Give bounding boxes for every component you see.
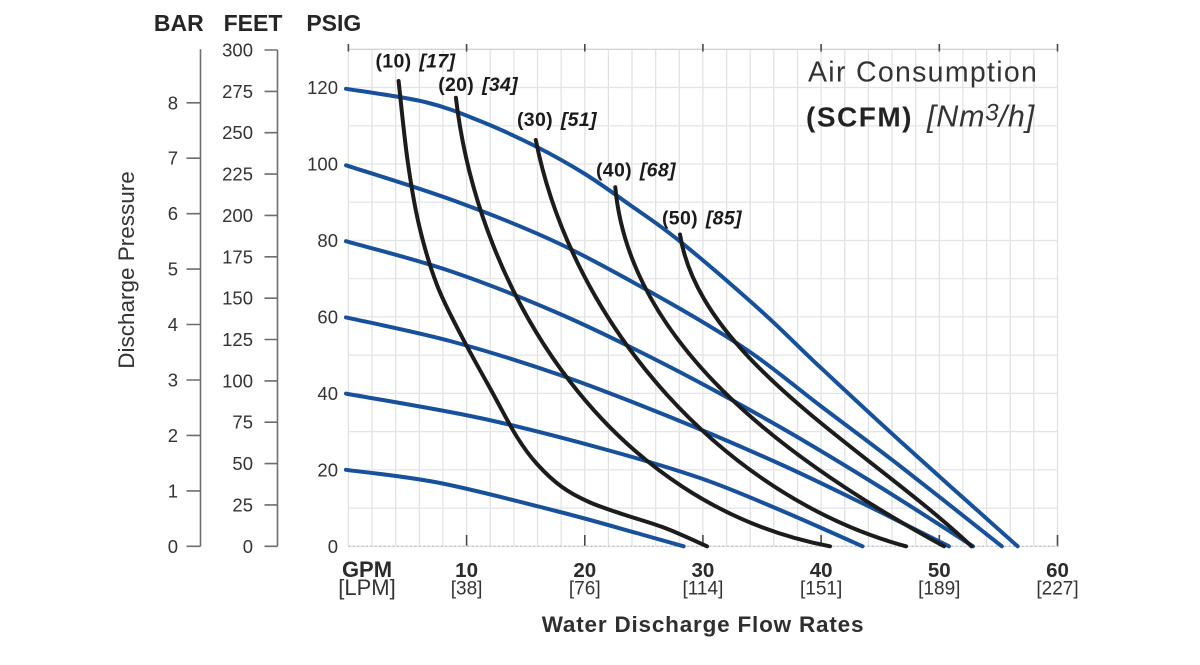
- svg-text:50: 50: [232, 453, 253, 474]
- svg-text:250: 250: [222, 122, 253, 143]
- svg-text:150: 150: [222, 288, 253, 309]
- svg-text:[76]: [76]: [569, 579, 601, 600]
- svg-text:0: 0: [168, 536, 178, 557]
- svg-text:0: 0: [328, 536, 338, 557]
- svg-text:2: 2: [168, 425, 178, 446]
- svg-text:100: 100: [307, 154, 338, 175]
- svg-text:[227]: [227]: [1036, 579, 1078, 600]
- svg-text:40: 40: [317, 383, 338, 404]
- svg-text:5: 5: [168, 259, 178, 280]
- svg-text:3: 3: [168, 369, 178, 390]
- svg-text:GPM: GPM: [342, 557, 392, 582]
- svg-text:275: 275: [222, 81, 253, 102]
- svg-text:30: 30: [692, 559, 715, 582]
- svg-text:40: 40: [810, 559, 833, 582]
- svg-text:0: 0: [243, 536, 253, 557]
- svg-text:FEET: FEET: [224, 10, 283, 36]
- svg-text:100: 100: [222, 370, 253, 391]
- svg-text:Discharge Pressure: Discharge Pressure: [114, 171, 139, 369]
- svg-text:80: 80: [317, 230, 338, 251]
- svg-text:[114]: [114]: [683, 579, 724, 600]
- svg-text:20: 20: [317, 459, 338, 480]
- svg-text:50: 50: [928, 559, 951, 582]
- svg-text:Water Discharge Flow Rates: Water Discharge Flow Rates: [542, 612, 865, 637]
- svg-text:60: 60: [1046, 559, 1069, 582]
- svg-text:[LPM]: [LPM]: [338, 575, 395, 600]
- svg-text:BAR: BAR: [154, 10, 204, 36]
- svg-text:125: 125: [222, 329, 253, 350]
- svg-text:60: 60: [317, 306, 338, 327]
- svg-text:[38]: [38]: [451, 579, 483, 600]
- svg-text:4: 4: [168, 314, 178, 335]
- svg-text:1: 1: [168, 480, 178, 501]
- svg-text:20: 20: [573, 559, 596, 582]
- svg-text:300: 300: [222, 40, 253, 61]
- svg-text:175: 175: [222, 246, 253, 267]
- svg-text:10: 10: [455, 559, 478, 582]
- svg-text:Air Consumption: Air Consumption: [808, 57, 1038, 89]
- svg-text:(SCFM)[Nm3/h]: (SCFM) [Nm3/h]: [806, 100, 1036, 134]
- svg-text:6: 6: [168, 203, 178, 224]
- svg-text:PSIG: PSIG: [306, 10, 361, 36]
- svg-text:[189]: [189]: [918, 579, 960, 600]
- svg-text:200: 200: [222, 205, 253, 226]
- svg-text:120: 120: [307, 77, 338, 98]
- svg-text:75: 75: [232, 412, 253, 433]
- svg-text:7: 7: [168, 148, 178, 169]
- svg-text:25: 25: [232, 494, 253, 515]
- svg-text:8: 8: [168, 92, 178, 113]
- svg-text:225: 225: [222, 164, 253, 185]
- svg-text:[151]: [151]: [800, 579, 842, 600]
